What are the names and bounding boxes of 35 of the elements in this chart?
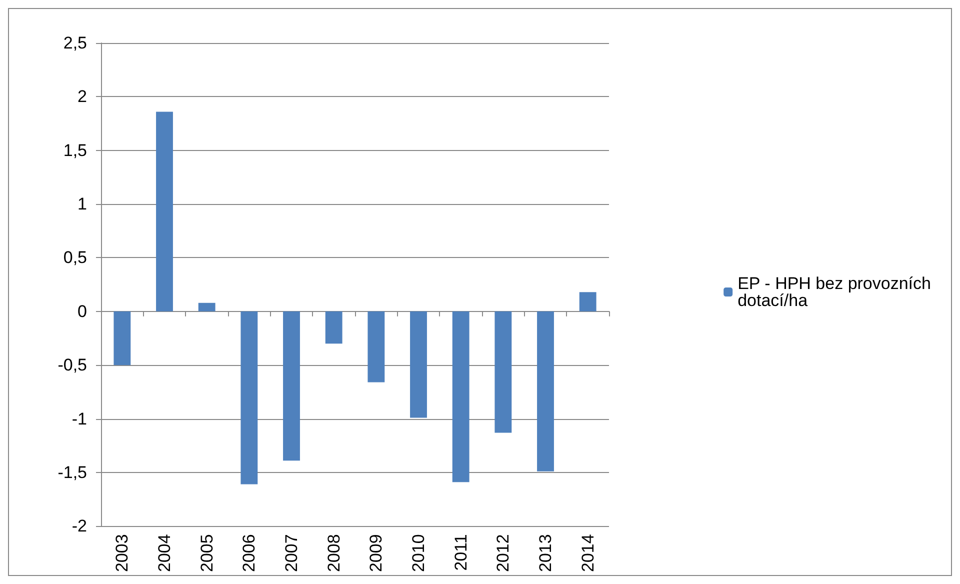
y-tick-label: -1,5 (58, 462, 87, 482)
y-tick-label: 2 (78, 87, 87, 106)
bar (198, 302, 216, 312)
y-tick-label: 2,5 (63, 34, 87, 52)
y-tick-label: 1 (78, 194, 87, 214)
x-tick-label: 2013 (536, 534, 555, 572)
bar (283, 311, 300, 461)
bar (537, 311, 554, 472)
bar (579, 292, 596, 312)
bar (114, 311, 131, 366)
x-tick-label: 2009 (366, 534, 386, 572)
y-tick-label: 0 (78, 302, 87, 321)
x-tick-label: 2006 (240, 534, 259, 572)
x-tick-label: 2007 (282, 534, 301, 572)
x-tick-label: 2008 (324, 534, 344, 572)
bar (325, 311, 342, 344)
y-tick-label: -1 (72, 409, 87, 428)
y-tick-label: 0,5 (63, 248, 87, 268)
bar (410, 311, 427, 418)
legend-label: EP - HPH bez provozních dotací/ha (738, 274, 936, 310)
x-tick-label: 2003 (112, 534, 132, 572)
x-tick-label: 2011 (451, 534, 470, 571)
bar (494, 311, 512, 433)
bar (156, 112, 173, 312)
y-tick-label: -2 (72, 516, 87, 536)
bar (452, 311, 470, 482)
bar (368, 311, 385, 382)
y-tick-label: 1,5 (63, 140, 87, 160)
bar (240, 311, 258, 484)
x-tick-label: 2012 (494, 534, 513, 572)
x-tick-label: 2004 (155, 534, 174, 572)
y-tick-label: -0,5 (58, 356, 87, 375)
x-tick-label: 2010 (409, 534, 428, 572)
x-tick-label: 2005 (197, 534, 216, 572)
x-tick-label: 2014 (578, 534, 598, 572)
